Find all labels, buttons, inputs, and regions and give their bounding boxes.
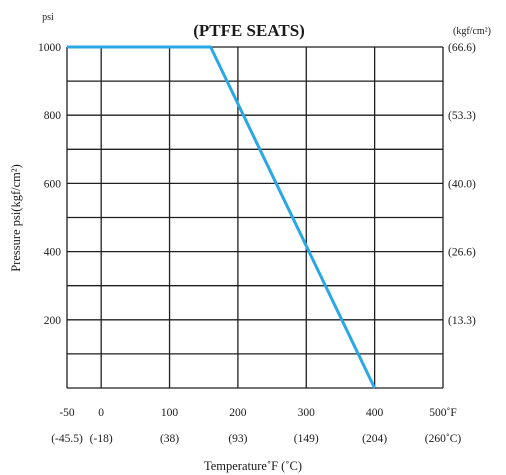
chart-labels: 1000800600400200(66.6)(53.3)(40.0)(26.6)… [38,42,476,445]
x-axis-label: Temperature˚F (˚C) [204,459,302,473]
y-tick-label-right: (13.3) [448,315,476,327]
x-tick-sublabel: (38) [160,433,179,445]
x-tick-label: 300 [298,407,316,419]
x-tick-sublabel: (149) [294,433,319,445]
x-tick-sublabel: (204) [362,433,387,445]
x-tick-sublabel: (93) [228,433,247,445]
pressure-rating-line [67,45,376,389]
left-unit-label: psi [42,12,54,23]
x-tick-sublabel: (-18) [90,433,113,445]
y-tick-label-right: (53.3) [448,110,476,122]
x-tick-label: -50 [59,407,75,419]
y-tick-label-right: (40.0) [448,178,476,190]
chart-series [67,45,376,389]
y-tick-label-left: 400 [44,247,62,259]
y-tick-label-left: 1000 [38,42,61,54]
x-tick-sublabel: (-45.5) [51,433,83,445]
y-tick-label-left: 200 [44,315,62,327]
x-tick-label: 100 [161,407,179,419]
x-tick-label: 0 [98,407,104,419]
y-axis-label: Pressure psi(kgf/cm²) [9,164,23,272]
chart-title: (PTFE SEATS) [193,21,305,40]
x-tick-label: 200 [229,407,247,419]
x-tick-label: 400 [366,407,384,419]
right-unit-label: (kgf/cm²) [453,26,491,37]
y-tick-label-right: (66.6) [448,42,476,54]
chart-grid [66,46,444,389]
x-tick-sublabel: (260˚C) [425,433,462,445]
y-tick-label-right: (26.6) [448,247,476,259]
y-tick-label-left: 800 [44,110,62,122]
x-tick-label: 500˚F [429,407,456,419]
y-tick-label-left: 600 [44,178,62,190]
